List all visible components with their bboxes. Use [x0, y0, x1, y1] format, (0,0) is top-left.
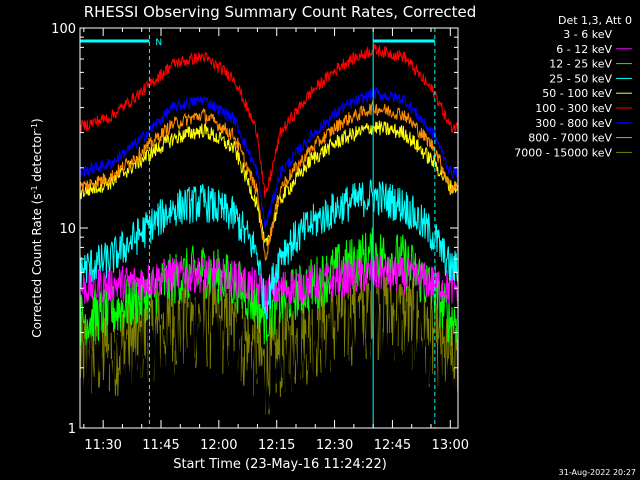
- y-axis-label: Corrected Count Rate (s-1 detector-1): [30, 118, 45, 337]
- legend-label: 6 - 12 keV: [556, 43, 612, 56]
- x-tick-label: 11:45: [142, 438, 179, 453]
- legend: Det 1,3, Att 0 3 - 6 keV 6 - 12 keV 12 - 2…: [514, 14, 632, 159]
- x-tick-label: 12:30: [316, 438, 353, 453]
- axes-layer: [79, 27, 459, 429]
- x-tick-label: 11:30: [84, 438, 121, 453]
- x-axis-label: Start Time (23-May-16 11:24:22): [173, 457, 387, 472]
- series-line-0: [80, 289, 458, 428]
- x-tick-label: 13:00: [432, 438, 469, 453]
- legend-label: 12 - 25 keV: [549, 58, 612, 71]
- legend-label: 7000 - 15000 keV: [514, 146, 612, 159]
- series-line-3: [80, 179, 458, 320]
- series-line-1: [80, 255, 458, 313]
- annotation-n: N: [155, 38, 162, 48]
- series-layer: [80, 44, 458, 428]
- x-tick-label: 12:15: [258, 438, 295, 453]
- y-tick-label: 1: [68, 422, 76, 437]
- y-tick-label: 10: [59, 222, 76, 237]
- tick-labels: 1 10 100 11:30 11:45 12:00 12:15 12:30 12:45 13:0…: [51, 22, 469, 453]
- y-tick-label: 100: [51, 22, 76, 37]
- series-line-6: [80, 86, 458, 231]
- legend-label: 25 - 50 keV: [549, 72, 612, 85]
- footer-date: 31-Aug-2022 20:27: [559, 468, 636, 477]
- chart-title: RHESSI Observing Summary Count Rates, Co…: [84, 3, 477, 21]
- series-line-4: [80, 120, 458, 247]
- legend-label: 3 - 6 keV: [563, 28, 612, 41]
- legend-header: Det 1,3, Att 0: [558, 14, 632, 27]
- legend-label: 300 - 800 keV: [535, 117, 612, 130]
- series-line-5: [80, 44, 458, 198]
- legend-label: 800 - 7000 keV: [528, 132, 612, 145]
- series-line-7: [80, 100, 458, 261]
- x-tick-label: 12:45: [374, 438, 411, 453]
- legend-label: 100 - 300 keV: [535, 102, 612, 115]
- legend-label: 50 - 100 keV: [542, 87, 612, 100]
- x-tick-label: 12:00: [200, 438, 237, 453]
